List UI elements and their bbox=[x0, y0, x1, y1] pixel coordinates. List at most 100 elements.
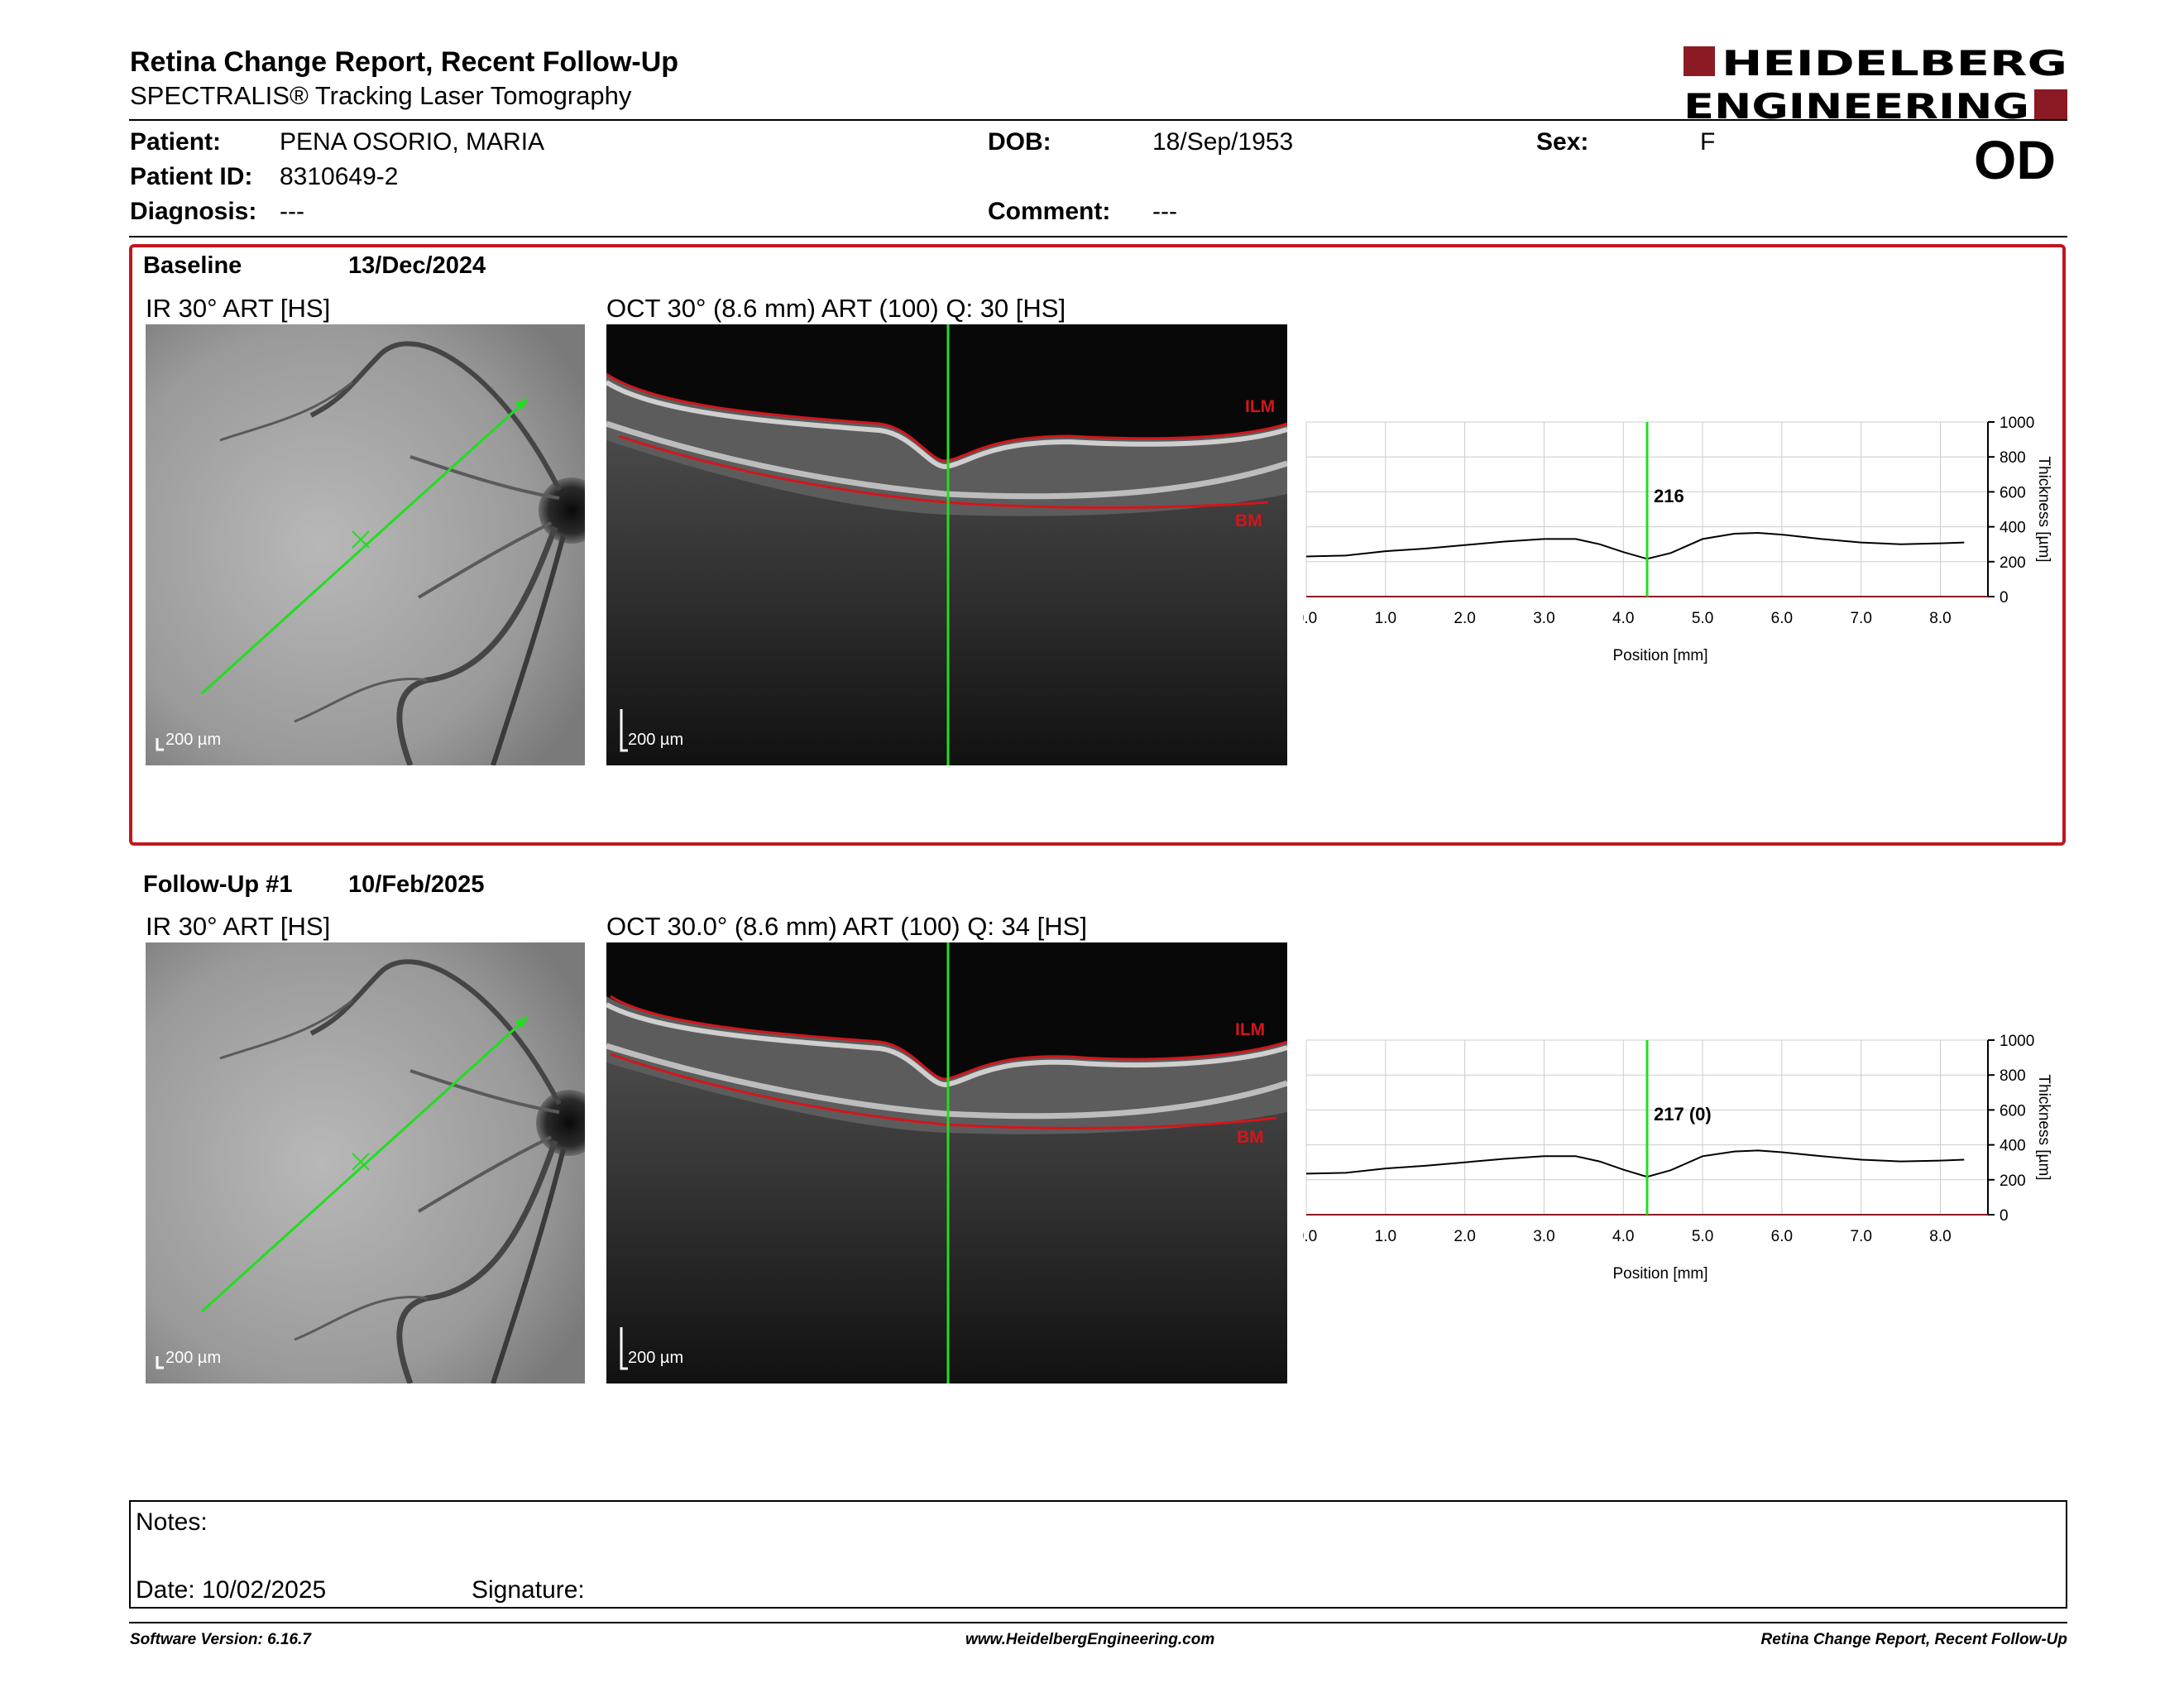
y-tick-label: 400 bbox=[2000, 520, 2026, 537]
scale-bar-icon bbox=[620, 1327, 628, 1370]
y-tick-label: 600 bbox=[2000, 1102, 2026, 1120]
dob-label: DOB: bbox=[988, 128, 1051, 156]
x-axis-label: Position [mm] bbox=[1612, 1265, 1707, 1283]
bm-line bbox=[610, 1053, 1277, 1129]
y-tick-label: 800 bbox=[2000, 449, 2026, 467]
x-tick-label: 2.0 bbox=[1454, 610, 1475, 627]
logo-line2: ENGINEERING bbox=[1684, 86, 2029, 122]
y-axis-label: Thickness [µm] bbox=[2035, 456, 2052, 562]
ir-scale-label: 200 µm bbox=[165, 731, 221, 749]
scan-line bbox=[200, 397, 529, 695]
comment-value: --- bbox=[1152, 198, 1177, 225]
patient-id: 8310649-2 bbox=[280, 163, 399, 190]
followup-date: 10/Feb/2025 bbox=[348, 871, 485, 898]
scale-bar-icon bbox=[156, 738, 164, 751]
x-tick-label: 7.0 bbox=[1850, 610, 1871, 627]
diagnosis-label: Diagnosis: bbox=[130, 198, 257, 225]
heidelberg-logo: HEIDELBERG ENGINEERING bbox=[1684, 43, 2067, 122]
followup-ir-title: IR 30° ART [HS] bbox=[146, 912, 331, 941]
y-axis-label: Thickness [µm] bbox=[2035, 1074, 2052, 1180]
y-tick-label: 200 bbox=[2000, 554, 2026, 572]
baseline-frame bbox=[129, 244, 2066, 846]
baseline-ir-title: IR 30° ART [HS] bbox=[146, 294, 331, 323]
baseline-ir-image[interactable]: 200 µm bbox=[146, 324, 585, 765]
scan-arrow-icon bbox=[515, 1017, 528, 1029]
followup-ir-image[interactable]: 200 µm bbox=[146, 942, 585, 1383]
signature-label: Signature: bbox=[472, 1576, 585, 1604]
x-tick-label: 3.0 bbox=[1533, 610, 1554, 627]
footer-divider bbox=[129, 1622, 2067, 1623]
ilm-label: ILM bbox=[1235, 1020, 1265, 1039]
x-tick-label: 5.0 bbox=[1692, 610, 1713, 627]
followup-thickness-chart: 0 200 400 600 800 1000 0.0 1.0 2.0 3.0 4.0 5.0 6.0 7.… bbox=[1303, 1033, 2052, 1283]
notes-box[interactable] bbox=[129, 1500, 2067, 1609]
baseline-thickness-chart: 0 200 400 600 800 1000 0.0 1.0 2.0 3.0 4.0 5.0 6.0 7.… bbox=[1303, 415, 2052, 664]
patient-label: Patient: bbox=[130, 128, 222, 156]
x-tick-label: 2.0 bbox=[1454, 1228, 1475, 1245]
sex-label: Sex: bbox=[1536, 128, 1589, 156]
ilm-label: ILM bbox=[1245, 397, 1275, 416]
patient-name: PENA OSORIO, MARIA bbox=[280, 128, 545, 156]
ir-scale-label: 200 µm bbox=[165, 1349, 221, 1367]
marker-value-label: 216 bbox=[1654, 486, 1684, 506]
patient-divider bbox=[129, 236, 2067, 237]
x-axis-label: Position [mm] bbox=[1612, 647, 1707, 664]
x-tick-label: 8.0 bbox=[1929, 610, 1951, 627]
x-tick-label: 6.0 bbox=[1771, 1228, 1793, 1245]
report-title: Retina Change Report, Recent Follow-Up bbox=[130, 46, 679, 78]
sex-value: F bbox=[1700, 128, 1716, 156]
oct-scale-label: 200 µm bbox=[628, 731, 683, 749]
bm-label: BM bbox=[1237, 1128, 1264, 1147]
baseline-date: 13/Dec/2024 bbox=[348, 252, 486, 279]
comment-label: Comment: bbox=[988, 198, 1111, 225]
scan-arrow-icon bbox=[515, 399, 528, 410]
ilm-line bbox=[610, 995, 1287, 1081]
bm-label: BM bbox=[1235, 511, 1262, 530]
footer-report-name: Retina Change Report, Recent Follow-Up bbox=[1760, 1631, 2067, 1648]
baseline-oct-image[interactable]: ILM BM 200 µm bbox=[606, 324, 1287, 765]
software-version: Software Version: 6.16.7 bbox=[130, 1631, 311, 1648]
y-tick-label: 1000 bbox=[2000, 1033, 2034, 1050]
notes-date: Date: 10/02/2025 bbox=[136, 1576, 327, 1604]
oct-scale-label: 200 µm bbox=[628, 1349, 683, 1367]
thickness-series-line bbox=[1305, 1149, 1965, 1178]
eye-indicator: OD bbox=[1974, 129, 2056, 190]
marker-value-label: 217 (0) bbox=[1654, 1104, 1712, 1125]
thickness-series-line bbox=[1305, 531, 1965, 560]
ilm-line bbox=[606, 372, 1287, 463]
diagnosis-value: --- bbox=[280, 198, 304, 225]
followup-oct-image[interactable]: ILM BM 200 µm bbox=[606, 942, 1287, 1383]
header-divider bbox=[129, 119, 2067, 121]
scale-bar-icon bbox=[156, 1356, 164, 1369]
y-tick-label: 0 bbox=[2000, 1207, 2009, 1225]
x-tick-label: 4.0 bbox=[1612, 1228, 1634, 1245]
x-tick-label: 4.0 bbox=[1612, 610, 1634, 627]
y-tick-label: 600 bbox=[2000, 484, 2026, 501]
x-tick-label: 1.0 bbox=[1375, 1228, 1396, 1245]
logo-line1: HEIDELBERG bbox=[1722, 43, 2067, 84]
x-tick-label: 1.0 bbox=[1375, 610, 1396, 627]
notes-label: Notes: bbox=[136, 1508, 208, 1536]
scan-line bbox=[200, 1015, 529, 1313]
patient-id-label: Patient ID: bbox=[130, 163, 253, 190]
y-tick-label: 800 bbox=[2000, 1067, 2026, 1085]
baseline-label: Baseline bbox=[143, 252, 242, 279]
x-tick-label: 5.0 bbox=[1692, 1228, 1713, 1245]
y-tick-label: 1000 bbox=[2000, 415, 2034, 432]
followup-oct-title: OCT 30.0° (8.6 mm) ART (100) Q: 34 [HS] bbox=[606, 912, 1087, 941]
report-subtitle: SPECTRALIS® Tracking Laser Tomography bbox=[130, 81, 632, 110]
y-tick-label: 0 bbox=[2000, 589, 2009, 607]
x-tick-label: 7.0 bbox=[1850, 1228, 1871, 1245]
bm-line bbox=[618, 434, 1269, 509]
y-tick-label: 400 bbox=[2000, 1138, 2026, 1155]
baseline-oct-title: OCT 30° (8.6 mm) ART (100) Q: 30 [HS] bbox=[606, 294, 1066, 323]
x-tick-label: 0.0 bbox=[1303, 1228, 1317, 1245]
x-tick-label: 6.0 bbox=[1771, 610, 1793, 627]
scale-bar-icon bbox=[620, 709, 628, 752]
dob-value: 18/Sep/1953 bbox=[1152, 128, 1294, 156]
x-tick-label: 0.0 bbox=[1303, 610, 1317, 627]
y-tick-label: 200 bbox=[2000, 1172, 2026, 1190]
followup-label: Follow-Up #1 bbox=[143, 871, 293, 898]
website-link[interactable]: www.HeidelbergEngineering.com bbox=[965, 1631, 1215, 1648]
x-tick-label: 3.0 bbox=[1533, 1228, 1554, 1245]
